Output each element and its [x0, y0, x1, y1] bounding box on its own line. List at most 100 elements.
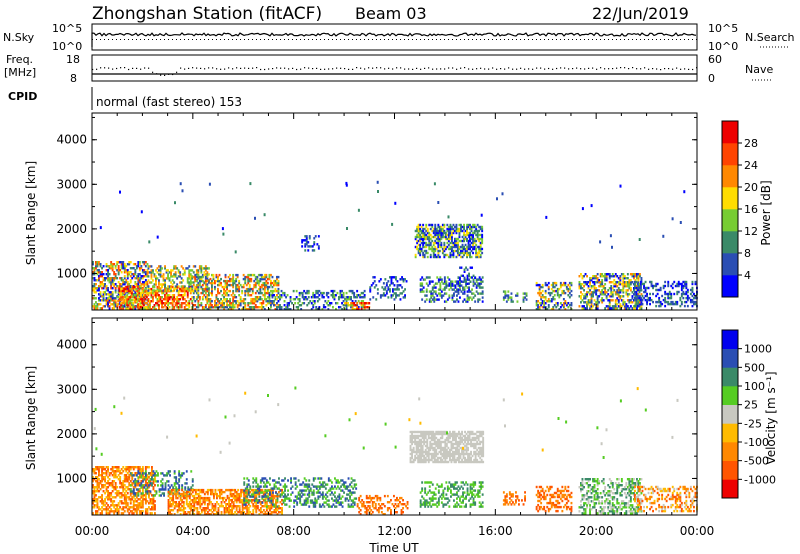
range-time-cell [459, 276, 461, 279]
range-time-cell [174, 275, 177, 278]
range-time-cell [430, 290, 433, 293]
range-time-cell [537, 291, 540, 295]
range-time-cell [105, 303, 108, 306]
range-time-cell [101, 494, 103, 497]
range-time-cell [128, 496, 131, 499]
range-time-cell [265, 273, 268, 277]
range-time-cell [189, 279, 192, 282]
range-time-cell [116, 263, 119, 266]
nave-dot [140, 68, 142, 70]
range-time-cell [92, 500, 94, 503]
range-time-cell [432, 227, 435, 231]
range-time-cell [180, 265, 183, 268]
range-time-cell [247, 302, 250, 305]
range-time-cell [179, 492, 182, 496]
range-time-cell [263, 285, 266, 289]
range-time-cell [466, 251, 468, 255]
range-time-cell [200, 271, 203, 274]
range-time-cell [425, 225, 428, 229]
nave-dot [656, 68, 658, 70]
nave-dot [152, 71, 154, 73]
range-time-cell [164, 474, 167, 477]
range-time-cell [126, 298, 129, 301]
range-time-cell [148, 492, 150, 495]
range-time-cell [195, 279, 198, 283]
range-time-cell [171, 269, 174, 272]
range-time-cell [504, 296, 507, 299]
range-time-cell [604, 289, 607, 292]
range-time-cell [659, 300, 662, 304]
range-time-cell [429, 227, 432, 231]
range-time-cell [164, 281, 166, 284]
range-time-cell [265, 275, 268, 279]
range-time-cell [568, 287, 571, 291]
range-time-cell [188, 496, 191, 500]
range-time-cell [673, 280, 676, 284]
range-time-cell [598, 295, 601, 298]
nave-dot [400, 67, 402, 69]
range-time-cell [132, 502, 135, 505]
range-time-cell [138, 289, 141, 293]
range-time-cell [192, 296, 195, 299]
range-time-cell [176, 306, 179, 309]
range-time-cell [134, 277, 137, 280]
range-time-cell [128, 261, 131, 264]
range-time-cell [134, 478, 137, 481]
range-time-cell [129, 498, 132, 501]
range-time-cell [602, 293, 605, 296]
range-time-cell [165, 277, 168, 280]
range-time-cell [256, 306, 259, 309]
power-x-tickmarks [91, 113, 698, 310]
range-time-cell [476, 237, 479, 241]
range-time-cell [599, 275, 602, 278]
range-time-cell [424, 294, 427, 297]
range-time-cell [144, 492, 147, 495]
range-time-cell [217, 304, 219, 307]
range-time-cell [208, 287, 210, 290]
range-time-cell [191, 277, 194, 280]
range-time-cell [245, 275, 248, 279]
range-time-cell [117, 293, 120, 296]
range-time-cell [148, 506, 150, 509]
range-time-cell [158, 281, 160, 284]
range-time-cell [120, 468, 123, 471]
range-time-cell [141, 275, 144, 278]
range-time-cell [304, 291, 307, 295]
range-time-cell [232, 273, 235, 277]
range-time-cell [616, 289, 619, 292]
range-time-cell [276, 308, 278, 311]
range-time-cell [151, 502, 153, 505]
range-time-cell [140, 510, 143, 513]
range-time-cell [140, 470, 143, 473]
range-time-cell [211, 490, 214, 494]
range-time-cell [578, 275, 581, 278]
range-time-cell [161, 306, 163, 309]
range-time-cell [605, 277, 608, 280]
range-time-cell [432, 229, 435, 233]
range-time-cell [135, 512, 138, 515]
range-time-cell [369, 286, 372, 289]
range-time-cell [583, 285, 585, 288]
colorbar-tick-label: 24 [744, 159, 758, 172]
range-time-cell [179, 507, 182, 510]
range-time-cell [625, 285, 628, 288]
range-time-cell [590, 301, 593, 304]
range-time-cell [197, 501, 200, 504]
nsearch-label: N.Search [745, 31, 795, 44]
range-time-cell [193, 501, 196, 504]
range-time-cell [256, 296, 259, 299]
range-time-cell [105, 502, 108, 505]
range-time-cell [169, 505, 171, 508]
range-time-cell [466, 274, 469, 277]
range-time-cell [200, 304, 203, 307]
range-time-cell [659, 302, 662, 306]
range-time-cell [170, 509, 173, 512]
range-time-cell [460, 274, 463, 277]
nave-dot [200, 67, 202, 69]
nsearch-dot [268, 39, 269, 40]
range-time-cell [92, 506, 94, 509]
range-time-cell [238, 279, 241, 283]
range-time-cell [192, 281, 195, 284]
range-time-cell [151, 512, 153, 515]
range-time-cell [156, 267, 159, 270]
